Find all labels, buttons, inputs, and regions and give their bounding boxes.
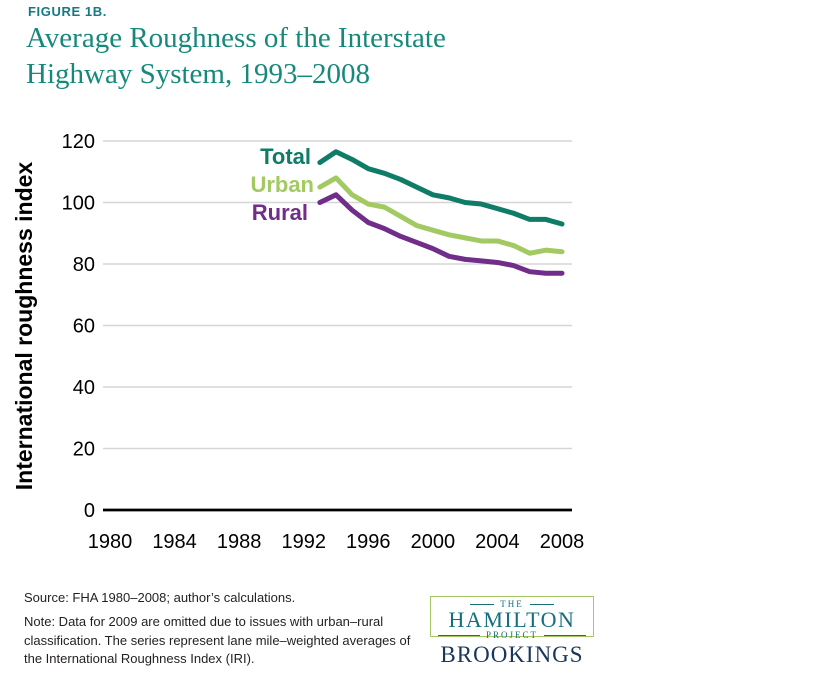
x-tick-2000: 2000 (411, 531, 456, 553)
logo-project-text: PROJECT (486, 630, 539, 640)
y-tick-80: 80 (73, 254, 95, 276)
logo-rule-left (438, 635, 480, 636)
figure-title-line1: Average Roughness of the Interstate (26, 22, 446, 54)
logo-rule-right (529, 604, 554, 605)
x-tick-2008: 2008 (540, 531, 585, 553)
x-tick-1996: 1996 (346, 531, 391, 553)
series-label-rural: Rural (252, 200, 308, 225)
logo-project-row: PROJECT (438, 630, 587, 640)
logo-the-row: THE (438, 600, 586, 609)
y-axis-title: International roughness index (11, 162, 37, 491)
logo-rule-left (470, 604, 495, 605)
line-chart: 0 20 40 60 80 100 120 1980 1984 1988 1992 1996 2000 2… (11, 131, 585, 553)
x-tick-1988: 1988 (217, 531, 262, 553)
figure-title: Average Roughness of the Interstate Highw… (26, 20, 446, 92)
x-tick-2004: 2004 (475, 531, 520, 553)
y-tick-40: 40 (73, 377, 95, 399)
y-tick-0: 0 (84, 500, 95, 522)
y-tick-100: 100 (62, 193, 95, 215)
hamilton-project-logo: THE HAMILTON PROJECT (430, 596, 594, 640)
series-line-urban (317, 175, 565, 256)
logo-hamilton-text: HAMILTON (448, 607, 576, 632)
brookings-wordmark: BROOKINGS (440, 642, 584, 667)
y-tick-20: 20 (73, 439, 95, 461)
x-tick-1992: 1992 (281, 531, 326, 553)
logo-the-text: THE (500, 599, 524, 609)
x-tick-1984: 1984 (152, 531, 197, 553)
y-tick-120: 120 (62, 131, 95, 153)
series-label-urban: Urban (250, 172, 314, 197)
series-line-rural (317, 192, 565, 276)
x-tick-1980: 1980 (88, 531, 133, 553)
y-tick-60: 60 (73, 316, 95, 338)
series-label-total: Total (260, 144, 311, 169)
note-text: Note: Data for 2009 are omitted due to i… (24, 614, 411, 666)
logo-rule-right (544, 635, 587, 636)
series-line-total (317, 149, 565, 227)
source-text: Source: FHA 1980–2008; author’s calculat… (24, 590, 296, 605)
figure-label: FIGURE 1B. (28, 4, 107, 19)
figure-title-line2: Highway System, 1993–2008 (26, 58, 370, 90)
